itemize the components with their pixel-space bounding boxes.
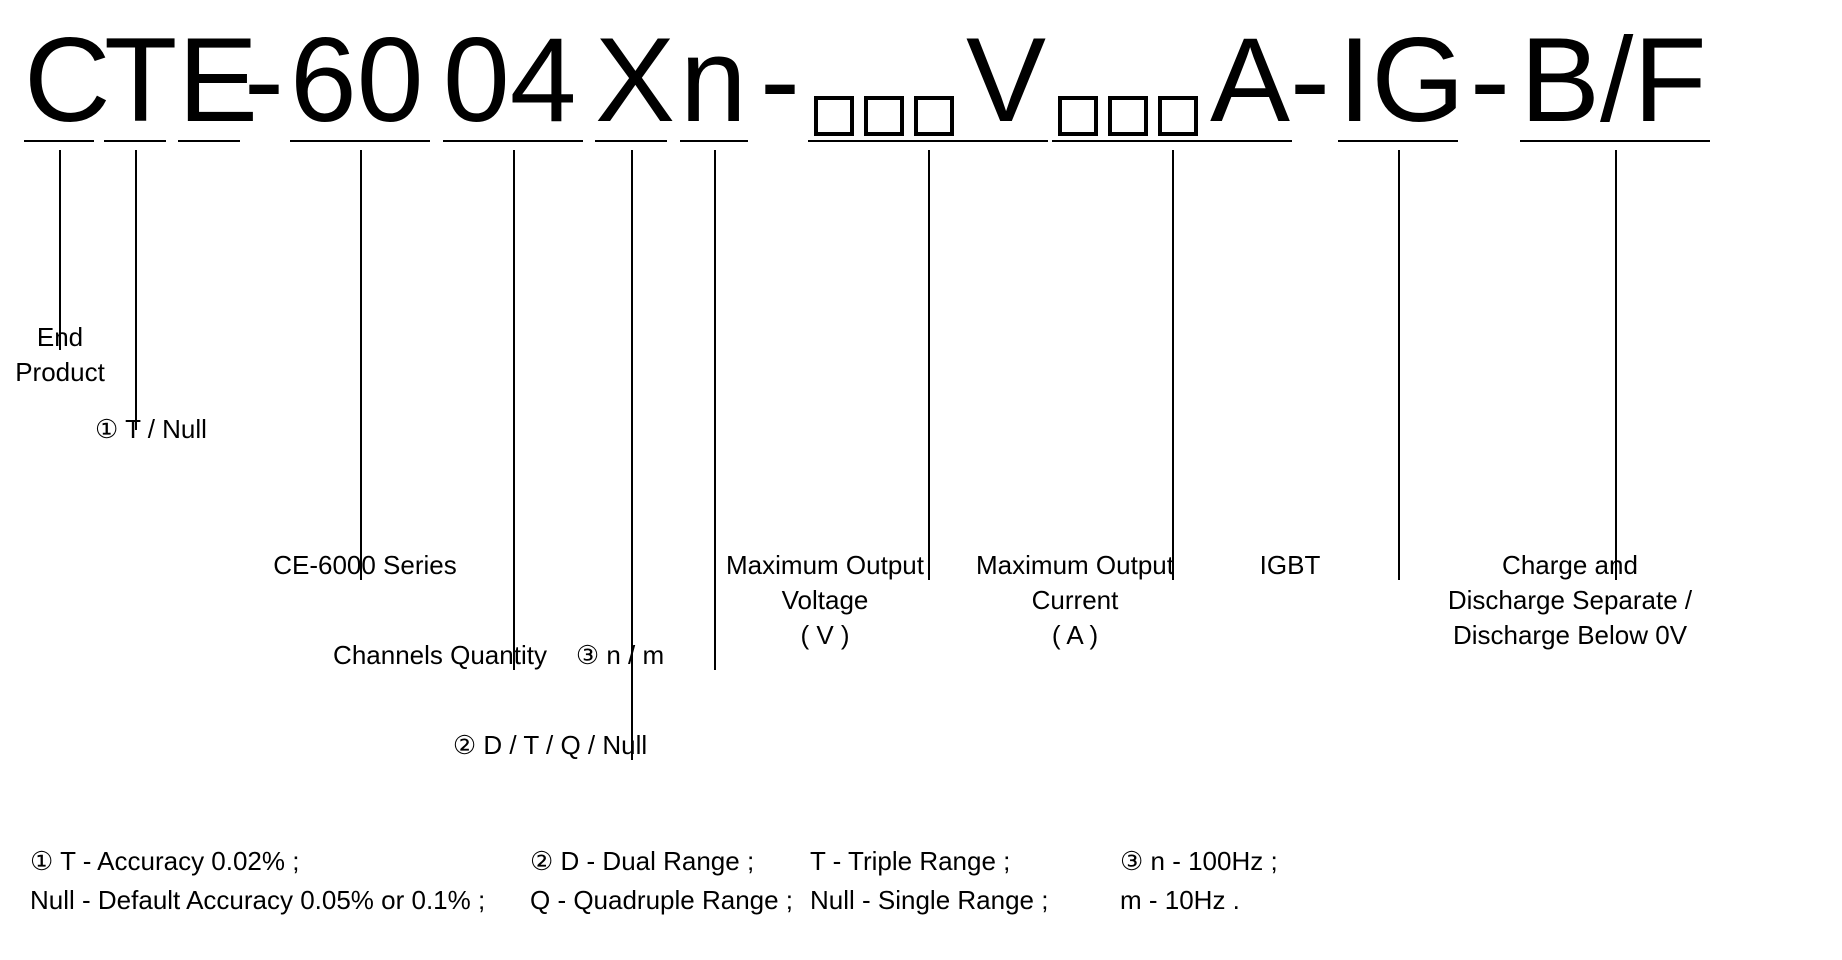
desc-range: ② D / T / Q / Null [410,728,690,763]
code-d4: - [1470,20,1510,140]
code-n: n [680,20,747,140]
underline [104,140,166,142]
code-T: T [104,20,177,140]
code-d3: - [1290,20,1330,140]
footnote-1: ① T - Accuracy 0.02% ; Null - Default Ac… [30,842,530,920]
underline [595,140,667,142]
desc-series: CE-6000 Series [225,548,505,583]
underline [1520,140,1710,142]
underline [680,140,748,142]
code-IG: IG [1338,20,1465,140]
underline [24,140,94,142]
footnote-3: T - Triple Range ; Null - Single Range ; [810,842,1120,920]
footnote-4: ③ n - 100Hz ; m - 10Hz . [1120,842,1420,920]
desc-voltage: Maximum Output Voltage ( V ) [680,548,970,653]
connector-line [928,150,930,580]
code-C: C [24,20,111,140]
naming-diagram: C T E - 60 04 X n - V A - IG - B/F End P… [0,0,1842,960]
underline [178,140,240,142]
code-d2: - [760,20,800,140]
connector-line [135,150,137,430]
underline [808,140,1048,142]
desc-current: Maximum Output Current ( A ) [930,548,1220,653]
placeholder-box [814,96,854,136]
connector-line [1398,150,1400,580]
desc-bf: Charge and Discharge Separate / Discharg… [1410,548,1730,653]
footnotes: ① T - Accuracy 0.02% ; Null - Default Ac… [30,842,1812,920]
code-X: X [595,20,675,140]
code-60: 60 [290,20,423,140]
underline [1338,140,1458,142]
desc-igbt: IGBT [1205,548,1375,583]
code-A: A [1210,20,1290,140]
desc-end-product: End Product [10,320,110,390]
placeholder-box [1158,96,1198,136]
code-V: V [966,20,1046,140]
connector-line [360,150,362,580]
connector-line [1172,150,1174,580]
placeholder-box [1058,96,1098,136]
code-04: 04 [443,20,576,140]
placeholder-box [914,96,954,136]
code-d1: - [244,20,284,140]
connector-line [513,150,515,670]
placeholder-box [864,96,904,136]
footnote-2: ② D - Dual Range ; Q - Quadruple Range ; [530,842,810,920]
underline [443,140,583,142]
desc-t-null: ① T / Null [95,412,255,447]
underline [1052,140,1292,142]
connector-line [1615,150,1617,580]
placeholder-box [1108,96,1148,136]
underline [290,140,430,142]
code-BF: B/F [1520,20,1707,140]
